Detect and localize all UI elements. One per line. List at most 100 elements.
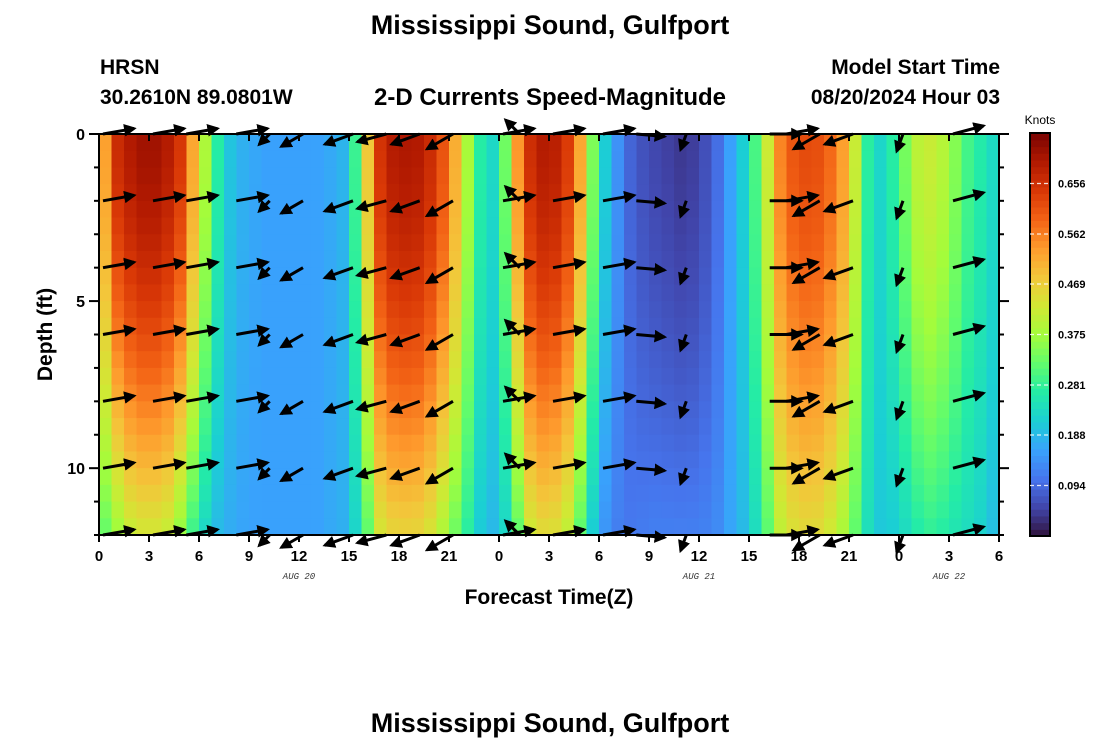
heatmap-cell — [361, 284, 375, 302]
heatmap-cell — [574, 384, 588, 402]
heatmap-cell — [411, 267, 425, 285]
heatmap-cell — [736, 484, 750, 503]
heatmap-cell — [199, 434, 213, 453]
heatmap-cell — [399, 167, 413, 185]
heatmap-cell — [211, 167, 225, 185]
heatmap-cell — [586, 501, 600, 519]
heatmap-cell — [349, 217, 363, 235]
colorbar-segment — [1030, 341, 1050, 349]
heatmap-cell — [186, 234, 200, 252]
heatmap-cell — [136, 217, 150, 235]
heatmap-cell — [724, 351, 738, 369]
current-arrow — [786, 458, 820, 471]
current-arrow — [279, 199, 304, 215]
heatmap-cell — [874, 384, 888, 402]
heatmap-cell — [624, 167, 638, 185]
heatmap-cell — [224, 434, 238, 453]
heatmap-cell — [836, 150, 850, 169]
heatmap-cell — [574, 301, 588, 319]
heatmap-cell — [636, 184, 650, 202]
heatmap-cell — [624, 401, 638, 419]
heatmap-cell — [586, 184, 600, 202]
heatmap-cell — [286, 317, 300, 336]
heatmap-cell — [574, 418, 588, 436]
heatmap-cell — [524, 301, 538, 319]
heatmap-cell — [349, 200, 363, 219]
heatmap-cell — [349, 134, 363, 152]
heatmap-cell — [124, 518, 138, 536]
heatmap-cell — [849, 217, 863, 235]
heatmap-cell — [774, 451, 788, 469]
heatmap-cell — [161, 367, 175, 386]
heatmap-cell — [974, 167, 988, 185]
heatmap-cell — [449, 484, 463, 503]
heatmap-cell — [936, 451, 950, 469]
heatmap-cell — [574, 501, 588, 519]
heatmap-cell — [661, 317, 675, 336]
heatmap-cell — [561, 351, 575, 369]
heatmap-cell — [311, 384, 325, 402]
heatmap-cell — [774, 418, 788, 436]
heatmap-cell — [199, 418, 213, 436]
heatmap-cell — [186, 418, 200, 436]
heatmap-cell — [461, 150, 475, 169]
heatmap-cell — [861, 401, 875, 419]
current-arrow — [186, 458, 220, 471]
heatmap-cell — [749, 150, 763, 169]
heatmap-cell — [911, 284, 925, 302]
heatmap-cell — [361, 167, 375, 185]
heatmap-cell — [724, 484, 738, 503]
heatmap-cell — [286, 434, 300, 453]
heatmap-cell — [849, 284, 863, 302]
heatmap-cell — [536, 468, 550, 486]
heatmap-cell — [986, 384, 1000, 402]
heatmap-cell — [636, 518, 650, 536]
heatmap-cell — [711, 384, 725, 402]
colorbar-segment — [1030, 495, 1050, 504]
heatmap-cell — [686, 167, 700, 185]
heatmap-cell — [474, 317, 488, 336]
colorbar-segment — [1030, 159, 1050, 168]
heatmap-cell — [261, 167, 275, 185]
heatmap-cell — [261, 501, 275, 519]
current-arrow — [279, 266, 304, 282]
current-arrow — [791, 199, 821, 218]
heatmap-cell — [636, 134, 650, 152]
heatmap-cell — [811, 184, 825, 202]
heatmap-cell — [436, 317, 450, 336]
heatmap-cell — [786, 267, 800, 285]
heatmap-cell — [211, 501, 225, 519]
heatmap-cell — [949, 334, 963, 352]
heatmap-cell — [861, 301, 875, 319]
current-arrow — [257, 467, 271, 481]
heatmap-cell — [311, 234, 325, 252]
heatmap-cell — [899, 301, 913, 319]
heatmap-cell — [311, 167, 325, 185]
current-arrow — [822, 466, 854, 481]
heatmap-cell — [524, 150, 538, 169]
heatmap-cell — [424, 284, 438, 302]
heatmap-cell — [286, 518, 300, 536]
heatmap-cell — [249, 484, 263, 503]
heatmap-cell — [961, 217, 975, 235]
heatmap-cell — [111, 234, 125, 252]
heatmap-cell — [586, 167, 600, 185]
current-arrow — [186, 391, 220, 404]
current-arrow — [894, 133, 907, 154]
heatmap-cell — [549, 250, 563, 269]
heatmap-cell — [236, 267, 250, 285]
heatmap-cell — [261, 451, 275, 469]
heatmap-cell — [974, 200, 988, 219]
heatmap-cell — [936, 334, 950, 352]
heatmap-cell — [586, 351, 600, 369]
heatmap-cell — [299, 401, 313, 419]
heatmap-cell — [974, 401, 988, 419]
heatmap-cell — [411, 334, 425, 352]
heatmap-cell — [849, 134, 863, 152]
heatmap-cell — [911, 217, 925, 235]
heatmap-cell — [699, 401, 713, 419]
current-arrow — [952, 122, 987, 136]
heatmap-cell — [436, 284, 450, 302]
heatmap-cell — [749, 401, 763, 419]
heatmap-cell — [399, 351, 413, 369]
